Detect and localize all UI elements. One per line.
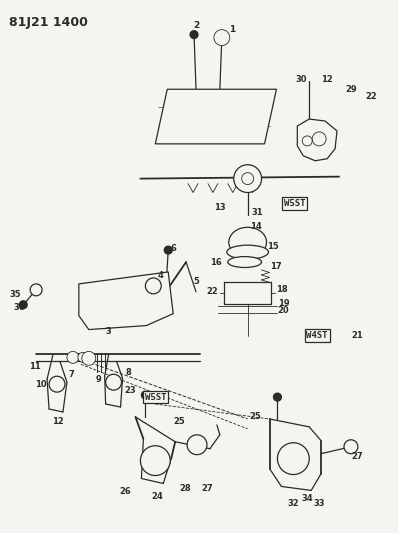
- Text: 1: 1: [228, 25, 235, 34]
- Text: 35: 35: [10, 290, 21, 300]
- Text: 22: 22: [365, 92, 377, 101]
- Circle shape: [49, 376, 65, 392]
- Text: 24: 24: [151, 492, 163, 501]
- Text: 6: 6: [170, 244, 176, 253]
- Text: 34: 34: [301, 494, 313, 503]
- Text: 3: 3: [106, 327, 111, 336]
- Circle shape: [234, 165, 261, 192]
- Polygon shape: [297, 119, 337, 161]
- Text: 31: 31: [252, 208, 263, 217]
- Circle shape: [344, 440, 358, 454]
- Circle shape: [105, 374, 121, 390]
- Text: 7: 7: [68, 370, 74, 379]
- Bar: [224, 282, 271, 304]
- Text: 12: 12: [52, 417, 64, 426]
- Text: 33: 33: [313, 499, 325, 508]
- Circle shape: [242, 173, 254, 184]
- Circle shape: [30, 284, 42, 296]
- Text: 2: 2: [193, 21, 199, 30]
- Circle shape: [214, 30, 230, 45]
- Text: 27: 27: [351, 452, 363, 461]
- Text: 13: 13: [214, 203, 226, 212]
- Text: 17: 17: [270, 262, 281, 271]
- Text: 81J21 1400: 81J21 1400: [9, 16, 88, 29]
- Text: 29: 29: [345, 85, 357, 94]
- Text: 25: 25: [173, 417, 185, 426]
- Circle shape: [277, 443, 309, 474]
- Text: 15: 15: [267, 241, 278, 251]
- Text: 21: 21: [351, 331, 363, 340]
- Text: 14: 14: [250, 222, 261, 231]
- Text: 32: 32: [287, 499, 299, 508]
- Circle shape: [67, 351, 79, 364]
- Text: 10: 10: [35, 379, 47, 389]
- Text: 30: 30: [296, 75, 307, 84]
- Text: 23: 23: [125, 386, 136, 394]
- Circle shape: [19, 301, 27, 309]
- Circle shape: [217, 33, 227, 43]
- Text: W4ST: W4ST: [306, 331, 328, 340]
- Text: 16: 16: [210, 257, 222, 266]
- Text: W5ST: W5ST: [144, 393, 166, 401]
- Text: 27: 27: [201, 484, 213, 493]
- Ellipse shape: [227, 245, 269, 259]
- Circle shape: [78, 352, 88, 362]
- Text: 8: 8: [126, 368, 131, 377]
- Text: 12: 12: [321, 75, 333, 84]
- Text: 25: 25: [250, 413, 261, 422]
- Text: 5: 5: [193, 277, 199, 286]
- Circle shape: [302, 136, 312, 146]
- Circle shape: [141, 391, 149, 399]
- Text: 20: 20: [277, 306, 289, 315]
- Circle shape: [187, 435, 207, 455]
- Polygon shape: [155, 89, 277, 144]
- Text: 26: 26: [120, 487, 131, 496]
- Circle shape: [164, 246, 172, 254]
- Text: 4: 4: [157, 271, 163, 280]
- Polygon shape: [79, 272, 173, 329]
- Circle shape: [273, 393, 281, 401]
- Text: 9: 9: [96, 375, 101, 384]
- Text: 18: 18: [275, 285, 287, 294]
- Circle shape: [190, 31, 198, 38]
- Text: 11: 11: [29, 362, 41, 371]
- Text: 22: 22: [206, 287, 218, 296]
- Text: 36: 36: [14, 303, 25, 312]
- Text: 28: 28: [179, 484, 191, 493]
- Circle shape: [82, 351, 96, 365]
- Text: 19: 19: [277, 299, 289, 308]
- Circle shape: [140, 446, 170, 475]
- Ellipse shape: [228, 256, 261, 268]
- Circle shape: [312, 132, 326, 146]
- Text: W5ST: W5ST: [284, 199, 305, 208]
- Ellipse shape: [229, 227, 267, 257]
- Circle shape: [145, 278, 161, 294]
